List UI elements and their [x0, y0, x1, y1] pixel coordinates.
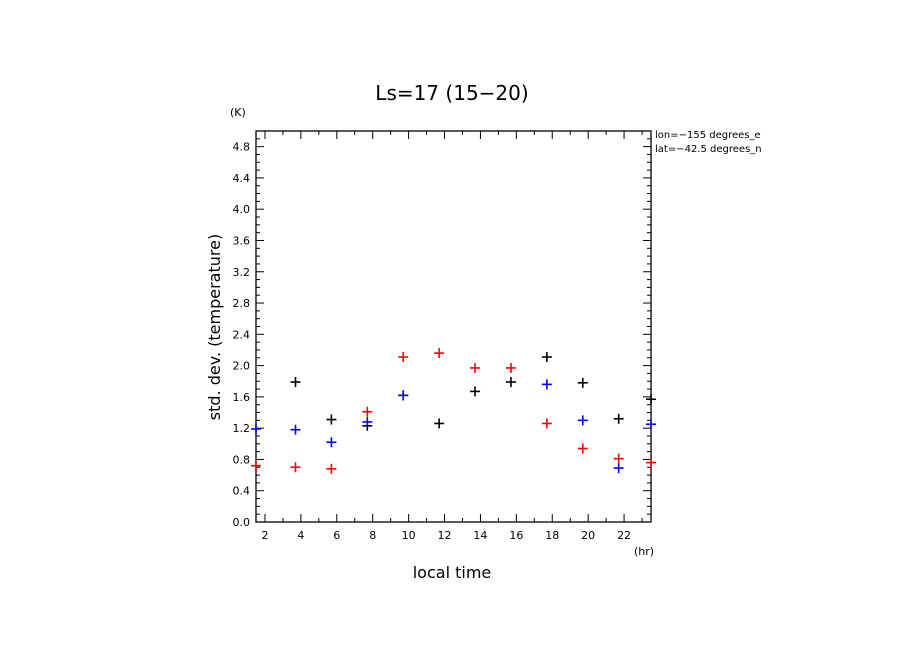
- y-ticks: 0.0 0.4 0.8 1.2 1.6 2.0 2.4 2.8 3.2 3.6 4.0 4.4 4.8: [233, 138, 651, 529]
- data-point-black: [290, 377, 301, 388]
- data-point-red: [470, 362, 481, 373]
- y-tick-label: 3.2: [233, 266, 251, 279]
- data-point-blue: [646, 419, 656, 430]
- plot-frame: [255, 130, 652, 523]
- data-point-red: [541, 418, 552, 429]
- data-point-black: [613, 413, 624, 424]
- data-point-blue: [290, 424, 301, 435]
- x-axis-label: local time: [413, 563, 492, 582]
- x-tick-label: 10: [402, 529, 416, 542]
- data-point-red: [646, 457, 656, 468]
- x-tick-label: 2: [261, 529, 268, 542]
- data-point-red: [577, 443, 588, 454]
- data-point-black: [505, 377, 516, 388]
- data-point-black: [470, 386, 481, 397]
- data-point-black: [577, 377, 588, 388]
- x-tick-label: 18: [545, 529, 559, 542]
- y-unit-label: (K): [230, 106, 246, 119]
- data-point-black: [434, 418, 445, 429]
- data-point-red: [290, 462, 301, 473]
- annotation-lat: lat=−42.5 degrees_n: [655, 144, 762, 155]
- data-point-red: [326, 463, 337, 474]
- data-point-red: [398, 351, 409, 362]
- y-tick-label: 4.4: [233, 172, 251, 185]
- data-point-blue: [251, 423, 261, 434]
- annotation-lon: lon=−155 degrees_e: [655, 130, 761, 141]
- data-point-blue: [613, 463, 624, 474]
- y-tick-label: 4.8: [233, 141, 251, 154]
- data-point-blue: [362, 416, 373, 427]
- x-ticks: 2 4 6 8 10 12 14 16 18 20 22: [261, 131, 643, 542]
- y-axis-label: std. dev. (temperature): [205, 234, 224, 420]
- y-tick-label: 0.4: [233, 485, 251, 498]
- data-point-black: [541, 351, 552, 362]
- data-point-black: [326, 414, 337, 425]
- x-tick-label: 8: [369, 529, 376, 542]
- x-tick-label: 12: [438, 529, 452, 542]
- chart-title: Ls=17 (15−20): [375, 81, 528, 105]
- data-point-red: [434, 348, 445, 359]
- x-tick-label: 16: [509, 529, 523, 542]
- data-point-blue: [398, 390, 409, 401]
- x-tick-label: 6: [333, 529, 340, 542]
- data-point-red: [613, 453, 624, 464]
- y-tick-label: 0.0: [233, 516, 251, 529]
- data-point-blue: [541, 379, 552, 390]
- y-tick-label: 4.0: [233, 203, 251, 216]
- data-point-blue: [577, 415, 588, 426]
- y-tick-label: 1.6: [233, 391, 251, 404]
- data-point-red: [362, 406, 373, 417]
- x-tick-label: 4: [297, 529, 304, 542]
- data-point-red: [505, 362, 516, 373]
- data-points: [251, 348, 656, 474]
- y-tick-label: 2.8: [233, 297, 251, 310]
- y-tick-label: 3.6: [233, 234, 251, 247]
- y-tick-label: 2.0: [233, 360, 251, 373]
- x-tick-label: 20: [581, 529, 595, 542]
- x-unit-label: (hr): [634, 545, 654, 558]
- data-point-red: [251, 460, 261, 471]
- y-tick-label: 2.4: [233, 328, 251, 341]
- data-point-blue: [326, 437, 337, 448]
- data-point-black: [646, 394, 656, 405]
- y-tick-label: 1.2: [233, 422, 251, 435]
- x-tick-label: 14: [473, 529, 487, 542]
- x-tick-label: 22: [617, 529, 631, 542]
- y-tick-label: 0.8: [233, 453, 251, 466]
